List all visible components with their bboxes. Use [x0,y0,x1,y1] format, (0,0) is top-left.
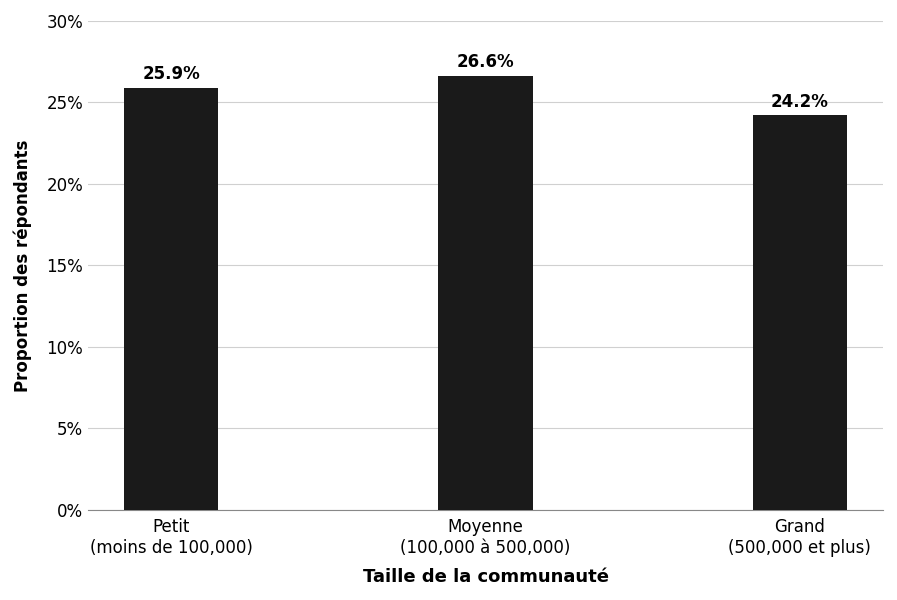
Y-axis label: Proportion des répondants: Proportion des répondants [13,139,32,392]
Bar [753,115,847,510]
Text: 26.6%: 26.6% [457,53,514,71]
X-axis label: Taille de la communauté: Taille de la communauté [362,568,608,586]
Bar [439,76,533,510]
Bar [124,88,218,510]
Text: 25.9%: 25.9% [143,65,200,83]
Text: 24.2%: 24.2% [771,92,829,110]
